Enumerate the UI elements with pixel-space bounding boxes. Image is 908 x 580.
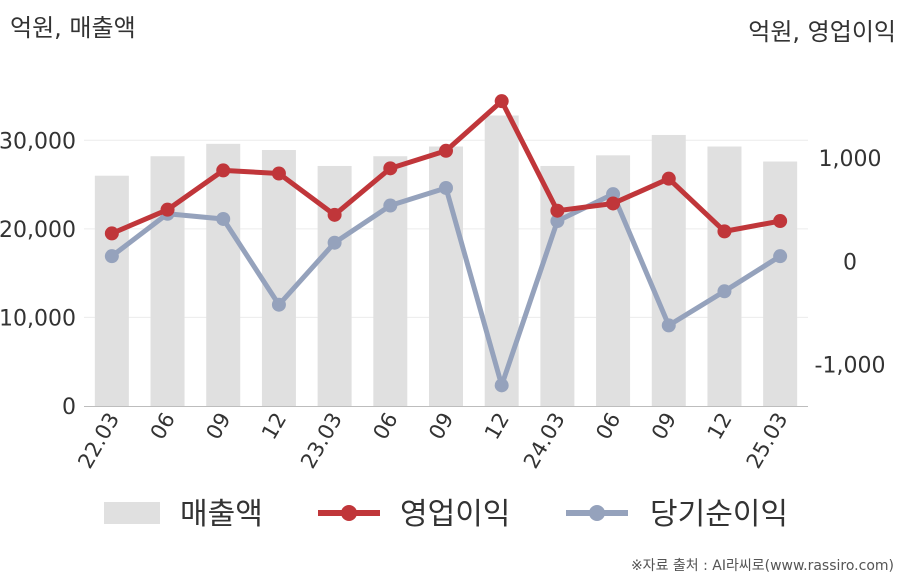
- right-tick-label: -1,000: [815, 354, 886, 379]
- x-tick-label: 09: [201, 409, 235, 444]
- x-tick-label: 12: [703, 409, 737, 444]
- right-axis-label: 억원, 영업이익: [748, 18, 896, 46]
- left-tick-label: 10,000: [0, 306, 76, 331]
- bar: [206, 143, 241, 407]
- data-point: [160, 202, 175, 217]
- legend-swatch: [104, 502, 160, 524]
- data-point: [271, 166, 286, 181]
- data-point: [439, 143, 453, 158]
- data-point: [661, 171, 676, 186]
- data-point: [104, 226, 119, 241]
- data-point: [717, 284, 732, 299]
- x-tick-label: 23.03: [296, 409, 347, 473]
- data-point: [661, 318, 676, 333]
- data-point: [383, 161, 398, 176]
- left-tick-label: 30,000: [0, 129, 76, 154]
- left-axis-label: 억원, 매출액: [10, 14, 136, 42]
- legend: 매출액 영업이익 당기순이익: [104, 497, 788, 532]
- data-point: [216, 163, 231, 178]
- data-point: [773, 249, 788, 264]
- legend-item: 당기순이익: [566, 497, 788, 532]
- bar: [707, 146, 742, 406]
- legend-item: 영업이익: [318, 497, 510, 532]
- x-tick-label: 22.03: [73, 409, 124, 473]
- line-series-영업이익: [104, 94, 788, 241]
- x-tick-label: 09: [424, 409, 458, 444]
- x-tick-label: 12: [480, 409, 514, 444]
- data-point: [606, 196, 621, 211]
- bar: [261, 150, 296, 406]
- bar: [540, 165, 575, 406]
- x-tick-label: 24.03: [519, 409, 570, 473]
- data-point: [494, 94, 509, 109]
- left-tick-label: 20,000: [0, 218, 76, 243]
- line-series: [104, 94, 788, 393]
- data-point: [773, 214, 788, 229]
- x-tick-label: 12: [257, 409, 291, 444]
- source-note: ※자료 출처 : AI라씨로(www.rassiro.com): [631, 558, 894, 574]
- x-tick-label: 09: [647, 409, 681, 444]
- legend-swatch-marker: [589, 505, 605, 521]
- left-tick-label: 0: [62, 395, 76, 420]
- bar: [150, 156, 185, 406]
- data-point: [383, 198, 398, 213]
- data-point: [494, 378, 509, 393]
- x-axis-ticks: 22.03 06 09 12 23.03 06 09 12 24.03 06 09 12 25.03: [73, 409, 792, 473]
- bar-series-revenue: [94, 115, 798, 407]
- data-point: [104, 249, 119, 264]
- left-axis-ticks: 0 10,000 20,000 30,000: [0, 129, 76, 420]
- right-axis-ticks: -1,000 0 1,000: [815, 147, 886, 379]
- right-tick-label: 1,000: [819, 147, 882, 172]
- data-point: [439, 180, 453, 195]
- right-tick-label: 0: [843, 250, 857, 275]
- line-series-당기순이익: [104, 180, 788, 393]
- x-tick-label: 25.03: [742, 409, 793, 473]
- x-tick-label: 06: [146, 409, 180, 444]
- legend-swatch-marker: [341, 505, 357, 521]
- data-point: [327, 235, 342, 250]
- data-point: [717, 224, 732, 239]
- legend-label: 매출액: [180, 497, 263, 532]
- legend-label: 당기순이익: [650, 497, 788, 532]
- data-point: [327, 207, 342, 222]
- bar: [94, 175, 129, 406]
- x-tick-label: 06: [368, 409, 402, 444]
- bar: [484, 115, 519, 406]
- bar: [763, 161, 798, 406]
- data-point: [271, 297, 286, 312]
- x-tick-label: 06: [591, 409, 625, 444]
- legend-item: 매출액: [104, 497, 263, 532]
- data-point: [216, 211, 231, 226]
- data-point: [550, 214, 565, 229]
- data-point: [550, 203, 565, 218]
- bar: [373, 156, 408, 406]
- legend-label: 영업이익: [400, 497, 510, 532]
